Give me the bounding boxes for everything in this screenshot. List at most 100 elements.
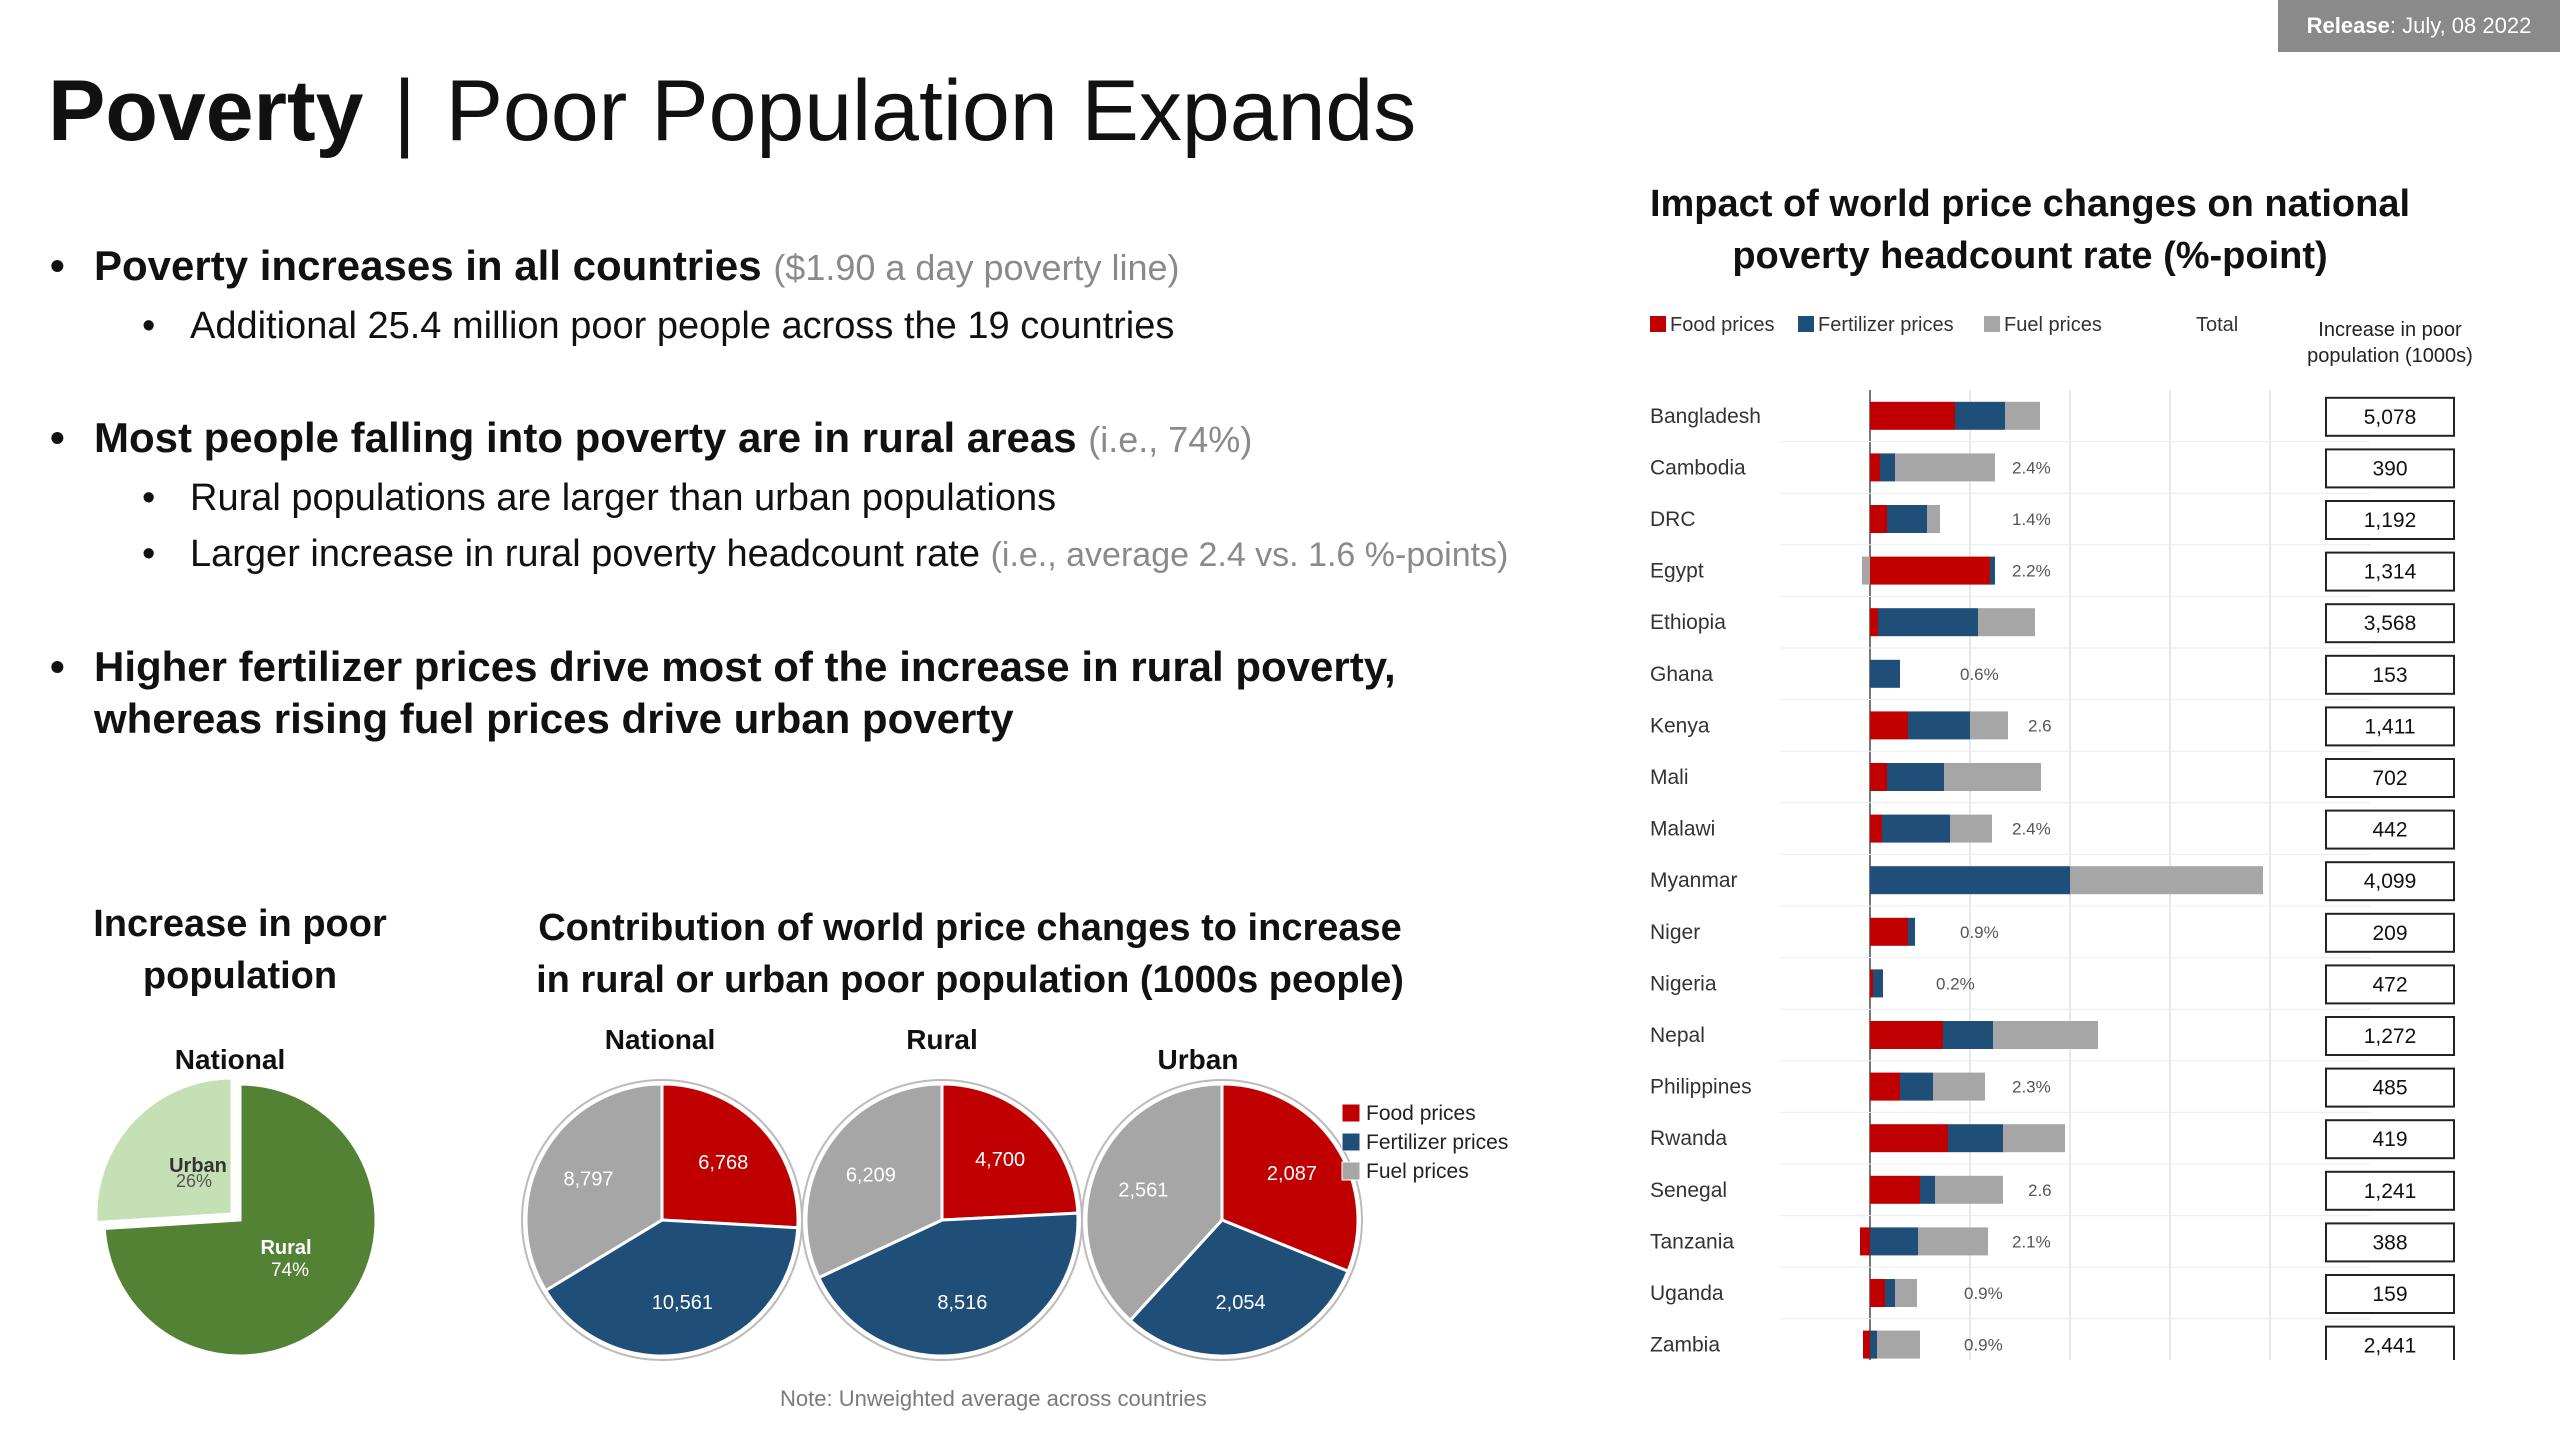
pie-title-rural: Rural bbox=[906, 1024, 978, 1055]
legend-label-fertilizer: Fertilizer prices bbox=[1366, 1131, 1508, 1154]
country-label: Uganda bbox=[1650, 1282, 1724, 1305]
increase-box bbox=[2325, 603, 2455, 644]
bar-food-cambodia bbox=[1870, 453, 1880, 482]
bar-fuel-tanzania bbox=[1918, 1227, 1988, 1256]
bar-fert-senegal bbox=[1920, 1175, 1935, 1204]
bar-fert-mali bbox=[1887, 763, 1944, 791]
bar-fuel-malawi bbox=[1950, 814, 1992, 843]
bar-fuel-zambia bbox=[1877, 1330, 1920, 1359]
bar-fert-nepal bbox=[1943, 1021, 1993, 1049]
country-label: Nigeria bbox=[1650, 972, 1717, 995]
bar-fert-rwanda bbox=[1948, 1124, 2003, 1153]
bar-fuel-philippines bbox=[1933, 1072, 1985, 1101]
bar-food-bangladesh bbox=[1870, 401, 1955, 430]
country-label: Rwanda bbox=[1650, 1127, 1727, 1150]
pie-value-national-fuel: 8,797 bbox=[564, 1169, 614, 1191]
increase-value: 1,241 bbox=[2364, 1180, 2417, 1203]
bar-fert-philippines bbox=[1900, 1072, 1933, 1101]
bullet-2-sub-2: Larger increase in rural poverty headcou… bbox=[50, 530, 1590, 579]
total-label: 2.1% bbox=[2012, 1232, 2051, 1251]
increase-value: 4,099 bbox=[2364, 870, 2417, 893]
bar-food-niger bbox=[1870, 917, 1908, 946]
bullet-2-text: Most people falling into poverty are in … bbox=[94, 414, 1077, 461]
country-label: DRC bbox=[1650, 508, 1696, 531]
bullet-2-sub-1-text: Rural populations are larger than urban … bbox=[190, 477, 1057, 519]
pie-slice-urban-fertilizer bbox=[1128, 1218, 1350, 1358]
bar-fuel-uganda bbox=[1895, 1279, 1917, 1307]
release-badge: Release: July, 08 2022 bbox=[2278, 0, 2560, 52]
increase-value: 1,192 bbox=[2364, 509, 2417, 532]
country-label: Malawi bbox=[1650, 818, 1715, 841]
country-label: Myanmar bbox=[1650, 869, 1738, 892]
increase-value: 1,314 bbox=[2364, 561, 2417, 584]
pie-value-rural-food: 4,700 bbox=[975, 1149, 1025, 1171]
increase-value: 153 bbox=[2372, 664, 2407, 687]
country-label: Ghana bbox=[1650, 663, 1713, 686]
country-label: Mali bbox=[1650, 766, 1689, 789]
increase-value: 472 bbox=[2372, 973, 2407, 996]
pie-label-urban-pct: 26% bbox=[176, 1171, 212, 1191]
pie-slice-urban-fuel bbox=[1084, 1082, 1224, 1323]
bar-fert-myanmar bbox=[1870, 866, 2070, 895]
increase-value: 442 bbox=[2372, 819, 2407, 842]
bar-legend-label-fert: Fertilizer prices bbox=[1818, 314, 1954, 336]
pie-value-urban-food: 2,087 bbox=[1267, 1163, 1317, 1185]
price-contribution-pies: 6,768 10,561 8,797 4,700 8,516 6,209 2,087 2,05… bbox=[521, 1079, 1508, 1361]
bar-legend-swatch-food bbox=[1650, 316, 1666, 332]
pie-value-urban-fuel: 2,561 bbox=[1118, 1179, 1168, 1201]
bar-fuel-mali bbox=[1944, 763, 2041, 791]
total-label: 0.9% bbox=[1964, 1336, 2003, 1355]
bullet-2: Most people falling into poverty are in … bbox=[50, 412, 1590, 466]
bullet-1-sub-1-text: Additional 25.4 million poor people acro… bbox=[190, 305, 1175, 347]
bullet-1: Poverty increases in all countries ($1.9… bbox=[50, 240, 1590, 294]
pie-label-rural-name: Rural bbox=[260, 1237, 311, 1259]
increase-value: 1,411 bbox=[2365, 715, 2416, 738]
total-label: 2.6 bbox=[2028, 1181, 2052, 1200]
pie-slice-rural bbox=[102, 1082, 378, 1358]
total-label: 0.2% bbox=[1936, 974, 1975, 993]
pie-value-national-fertilizer: 10,561 bbox=[652, 1292, 713, 1314]
increase-box bbox=[2325, 1325, 2455, 1360]
pie-slice-national-fuel bbox=[524, 1082, 664, 1293]
total-label: 0.9% bbox=[1960, 923, 1999, 942]
total-label: 1.4% bbox=[2012, 510, 2051, 529]
increase-header: Increase in poor population (1000s) bbox=[2307, 319, 2473, 367]
bar-legend-label-fuel: Fuel prices bbox=[2004, 314, 2102, 336]
pie-value-rural-fertilizer: 8,516 bbox=[937, 1292, 987, 1314]
bar-fert-cambodia bbox=[1880, 453, 1895, 482]
increase-value: 390 bbox=[2372, 457, 2407, 480]
pie-value-urban-fertilizer: 2,054 bbox=[1216, 1292, 1266, 1314]
pie-title-urban: Urban bbox=[1157, 1044, 1239, 1075]
bullet-3-text: Higher fertilizer prices drive most of t… bbox=[94, 643, 1396, 742]
bar-fuel-myanmar bbox=[2070, 866, 2263, 895]
left-pie-title: National bbox=[174, 1044, 286, 1075]
bullet-2-sub-2-text: Larger increase in rural poverty headcou… bbox=[190, 533, 981, 575]
bar-food-ethiopia bbox=[1870, 608, 1878, 637]
bar-food-nigeria bbox=[1870, 969, 1873, 998]
title-rest: Poor Population Expands bbox=[445, 63, 1417, 159]
bar-fert-uganda bbox=[1885, 1279, 1895, 1307]
increase-value: 3,568 bbox=[2364, 612, 2417, 635]
page-title: Poverty | Poor Population Expands bbox=[48, 62, 1416, 161]
legend-swatch-food bbox=[1341, 1103, 1361, 1123]
increase-value: 485 bbox=[2372, 1077, 2407, 1100]
increase-value: 2,441 bbox=[2364, 1335, 2417, 1358]
middle-chart-title: Contribution of world price changes to i… bbox=[536, 907, 1404, 1001]
increase-value: 702 bbox=[2372, 767, 2407, 790]
right-chart-title: Impact of world price changes on nationa… bbox=[1649, 183, 2411, 277]
bar-food-nepal bbox=[1870, 1021, 1943, 1049]
increase-box bbox=[2325, 1016, 2455, 1056]
bar-fert-kenya bbox=[1908, 711, 1970, 740]
bar-food-senegal bbox=[1870, 1175, 1920, 1204]
country-label: Bangladesh bbox=[1650, 405, 1761, 428]
pie-outline bbox=[1081, 1079, 1363, 1361]
title-separator: | bbox=[393, 63, 416, 159]
legend-label-food: Food prices bbox=[1366, 1102, 1476, 1125]
title-bold: Poverty bbox=[48, 63, 364, 159]
pie-label-urban-name: Urban bbox=[169, 1155, 227, 1177]
pie-slice-urban bbox=[94, 1076, 234, 1225]
release-date: : July, 08 2022 bbox=[2389, 13, 2532, 38]
bar-fuel-nepal bbox=[1993, 1021, 2098, 1049]
increase-box bbox=[2325, 654, 2455, 695]
increase-box bbox=[2325, 1222, 2455, 1263]
